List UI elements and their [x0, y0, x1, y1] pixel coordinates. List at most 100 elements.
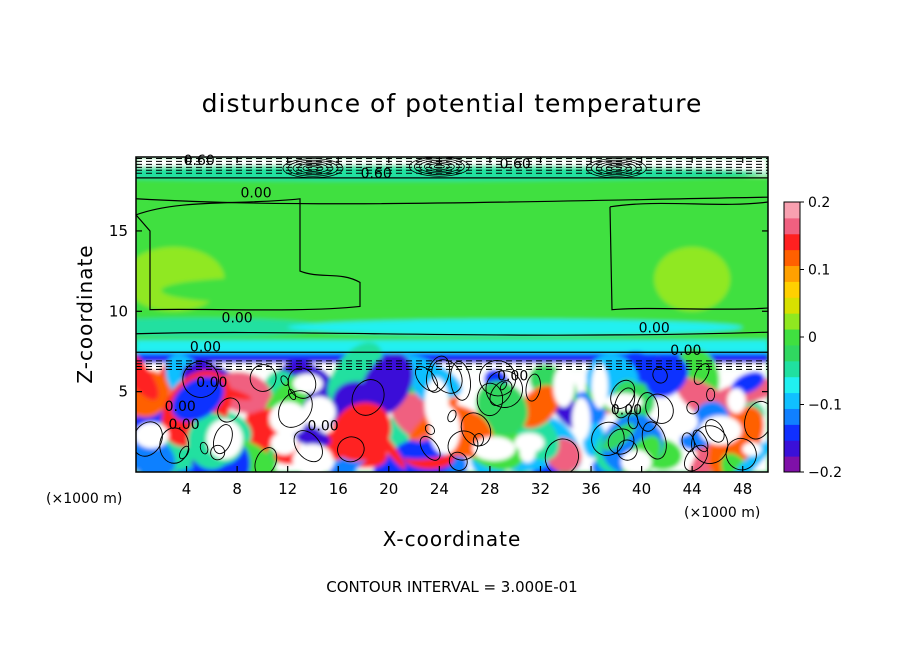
- x-tick-label: 44: [683, 480, 702, 498]
- plot-frame: [135, 156, 769, 473]
- swirl-contour: [485, 370, 523, 408]
- swirl-contour: [610, 379, 636, 410]
- swirl-contour: [424, 424, 436, 435]
- neutral-blob: [472, 436, 516, 461]
- contour-upper-line: [136, 196, 768, 205]
- field-patch-4: [654, 247, 731, 312]
- colorbar-tick-label: −0.2: [808, 465, 842, 481]
- y-tick-label: 10: [109, 302, 128, 320]
- swirl-contour: [489, 380, 513, 406]
- x-tick-label: 24: [430, 480, 449, 498]
- swirl-contour: [616, 439, 638, 461]
- swirl-contour: [136, 421, 163, 457]
- contour-label: 0.00: [670, 343, 701, 359]
- swirl-contour: [684, 444, 709, 472]
- field-patch-3: [136, 247, 225, 312]
- contour-label: 0.00: [639, 320, 670, 336]
- swirl-contour: [431, 359, 463, 394]
- contour-label: 0.60: [361, 166, 392, 182]
- contour-lines: [136, 157, 768, 472]
- x-tick-label: 16: [329, 480, 348, 498]
- colorbar-swatch: [784, 360, 800, 378]
- swirl-contour: [280, 375, 289, 386]
- colorbar: 0.2 0.1 0 −0.1 −0.2: [783, 195, 842, 481]
- top-contour-cluster-1: [610, 166, 622, 171]
- x-axis: 4 8 12 16 20 24 28 32 36 40 44 48: [182, 157, 752, 498]
- swirl-contour: [693, 363, 710, 385]
- colorbar-tick-label: 0.1: [808, 263, 830, 279]
- x-tick-label: 48: [733, 480, 752, 498]
- swirl-contour: [448, 451, 468, 471]
- top-contour-cluster-1: [595, 161, 637, 176]
- turbulence-blob: [731, 371, 765, 395]
- swirl-contour: [351, 379, 385, 416]
- swirl-contour: [692, 429, 709, 453]
- x-tick-label: 12: [278, 480, 297, 498]
- swirl-contour: [293, 430, 323, 463]
- neutral-blob: [591, 363, 608, 409]
- swirl-contour: [476, 382, 504, 417]
- top-contour-cluster-2: [307, 166, 319, 171]
- x-tick-label: 28: [480, 480, 499, 498]
- swirl-contour: [705, 419, 725, 443]
- x-axis-label: X-coordinate: [383, 527, 522, 551]
- neutral-blob: [270, 431, 298, 455]
- colorbar-swatch: [784, 344, 800, 362]
- swirl-contour: [544, 438, 579, 472]
- y-axis-label: Z-coordinate: [73, 244, 97, 383]
- y-tick-label: 15: [109, 222, 128, 240]
- swirl-contour: [414, 366, 439, 392]
- swirl-contour: [254, 447, 278, 472]
- top-contour-cluster-0: [428, 163, 450, 171]
- swirl-contour: [199, 441, 209, 455]
- neutral-blob: [292, 444, 333, 472]
- colorbar-swatch: [784, 408, 800, 425]
- swirl-contour: [744, 400, 768, 440]
- colorbar-swatch: [784, 281, 800, 298]
- field-patch-5: [376, 255, 528, 320]
- swirl-contour: [686, 400, 700, 415]
- swirl-contour: [725, 437, 757, 471]
- contour-zero-line: [136, 331, 768, 336]
- contour-label: 0.00: [165, 399, 196, 415]
- swirl-contour: [652, 366, 668, 384]
- contour-label: 0.00: [190, 340, 221, 356]
- colorbar-tick-label: −0.1: [808, 398, 842, 414]
- x-tick-label: 40: [632, 480, 651, 498]
- swirl-contour: [447, 430, 479, 461]
- swirl-contour: [278, 390, 313, 428]
- chart-title: disturbunce of potential temperature: [202, 89, 703, 118]
- colorbar-tick-label: 0: [808, 330, 817, 346]
- contour-label: 0.60: [184, 153, 215, 169]
- contour-left-region: [136, 198, 361, 311]
- neutral-blob: [572, 397, 591, 441]
- turbulence-blob: [724, 436, 768, 472]
- contour-label: 0.00: [222, 311, 253, 327]
- top-contour-cluster-2: [282, 158, 344, 179]
- y-tick-label: 5: [118, 383, 128, 401]
- top-contour-cluster-1: [605, 164, 627, 172]
- top-contour-cluster-2: [287, 159, 339, 177]
- swirl-contour: [614, 387, 636, 419]
- contour-labels: 0.000.000.000.000.000.00 0.000.000.000.00…: [165, 153, 702, 434]
- turbulence-blob: [136, 348, 159, 401]
- swirl-contour: [426, 355, 450, 393]
- field-patch-7: [287, 319, 743, 336]
- color-field: [136, 157, 768, 472]
- swirl-contour: [525, 373, 541, 402]
- x-unit-right: (×1000 m): [684, 505, 760, 521]
- colorbar-swatch: [784, 376, 800, 394]
- colorbar-swatch: [784, 217, 800, 235]
- field-patch-8: [161, 277, 364, 304]
- top-contour-cluster-2: [297, 163, 329, 174]
- turbulence-blob: [517, 385, 560, 429]
- swirl-contour: [159, 427, 190, 464]
- neutral-blob: [206, 419, 243, 460]
- swirl-contour: [419, 435, 441, 461]
- neutral-blob: [742, 442, 762, 456]
- top-contour-cluster-1: [590, 159, 642, 177]
- colorbar-swatch: [784, 297, 800, 314]
- swirl-contour: [591, 421, 625, 456]
- contour-label: 0.00: [240, 185, 271, 201]
